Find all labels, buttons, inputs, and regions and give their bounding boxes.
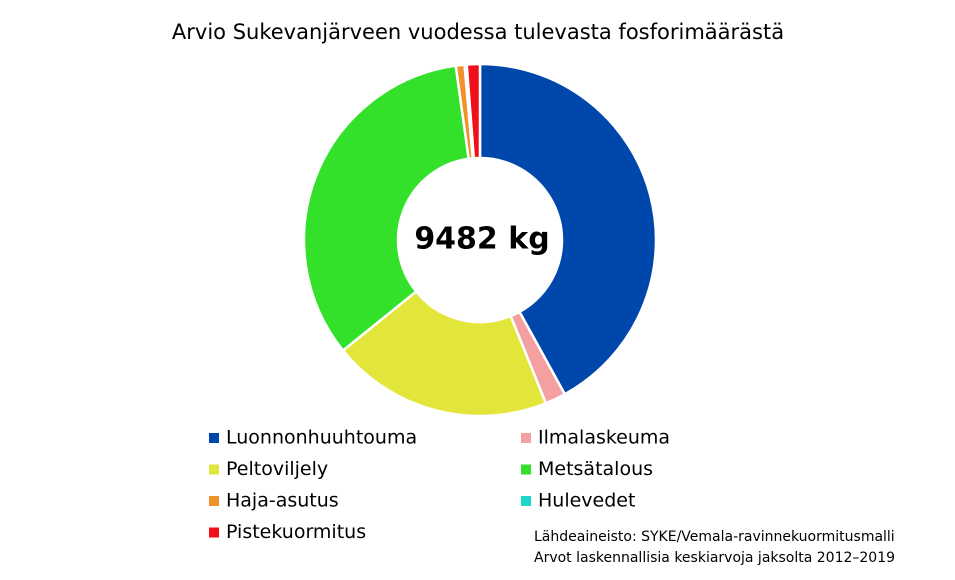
legend-swatch	[521, 433, 531, 443]
donut-segment	[341, 289, 548, 418]
source-note: Lähdeaineisto: SYKE/Vemala-ravinnekuormi…	[534, 529, 895, 545]
legend-swatch	[209, 496, 219, 506]
legend-swatch	[209, 433, 219, 443]
legend-swatch	[209, 527, 219, 538]
legend-swatch	[521, 496, 531, 506]
donut-segment	[478, 62, 658, 396]
legend-swatch	[521, 464, 531, 475]
donut-segment	[465, 62, 482, 160]
source-note: Arvot laskennallisia keskiarvoja jaksolt…	[534, 550, 895, 566]
legend-label: Haja-asutus	[226, 490, 339, 512]
legend-swatch	[209, 464, 219, 475]
legend-label: Metsätalous	[538, 458, 653, 480]
legend-label: Luonnonhuuhtouma	[226, 427, 417, 449]
legend-label: Peltoviljely	[226, 458, 328, 480]
chart-title: Arvio Sukevanjärveen vuodessa tulevasta …	[172, 20, 784, 44]
center-label: 9482 kg	[414, 222, 549, 257]
legend-label: Ilmalaskeuma	[538, 427, 670, 449]
legend-label: Pistekuormitus	[226, 521, 366, 543]
legend-label: Hulevedet	[538, 490, 635, 512]
donut-segment	[302, 64, 471, 353]
